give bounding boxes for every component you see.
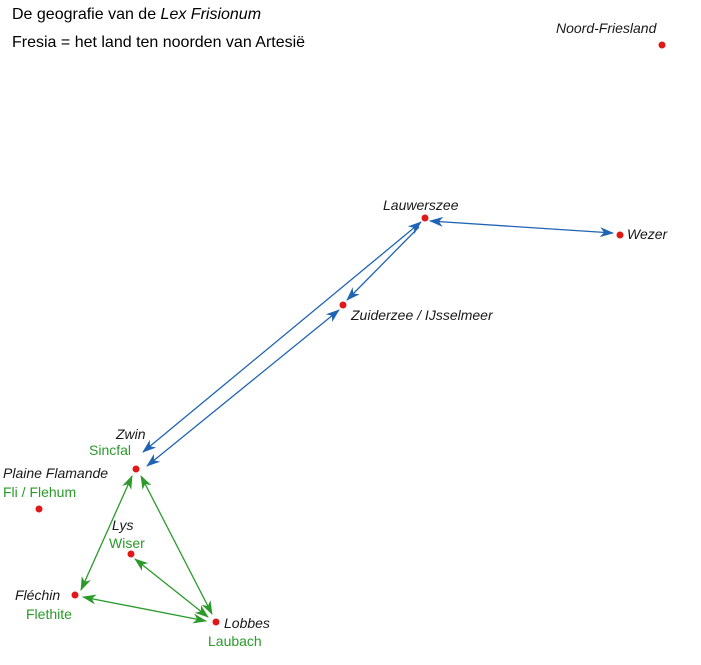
point-plaine-flamande [132, 465, 140, 473]
point-zuiderzee [339, 301, 347, 309]
label-wezer: Wezer [627, 226, 669, 242]
point-wezer [616, 231, 624, 239]
label-lys: Lys [112, 517, 134, 533]
route-lauwerszee-wezer [429, 216, 614, 238]
route-flechin-plaine [80, 475, 133, 591]
route-plaine-lobbes [140, 475, 213, 615]
map-title: De geografie van de Lex Frisionum [12, 6, 261, 24]
map-subtitle: Fresia = het land ten noorden van Artesi… [12, 34, 305, 52]
point-lys [127, 550, 135, 558]
label-flechin: Fléchin [15, 587, 60, 603]
title-prefix: De geografie van de [12, 6, 161, 23]
alt-label-plaine-flamande: Fli / Flehum [3, 484, 76, 500]
alt-label-flechin: Flethite [26, 606, 72, 622]
place-points [35, 41, 666, 626]
label-zuiderzee: Zuiderzee / IJsselmeer [350, 307, 494, 323]
alt-label-zwin: Sincfal [89, 442, 131, 458]
place-labels: Noord-Friesland Lauwerszee Wezer Zuiderz… [3, 20, 669, 631]
alt-label-lys: Wiser [109, 535, 145, 551]
title-italic: Lex Frisionum [160, 6, 262, 23]
route-lauwerszee-zwin [142, 221, 422, 453]
point-unlabeled [35, 505, 43, 513]
alt-label-lobbes: Laubach [208, 633, 262, 649]
point-lauwerszee [421, 214, 429, 222]
green-routes [80, 475, 213, 624]
route-zuiderzee-zwin [146, 309, 340, 467]
point-noord-friesland [658, 41, 666, 49]
route-flechin-lobbes [82, 594, 207, 624]
blue-routes [142, 216, 614, 467]
label-lauwerszee: Lauwerszee [383, 197, 459, 213]
subtitle-text: Fresia = het land ten noorden van Artesi… [12, 34, 306, 51]
label-noord-friesland: Noord-Friesland [556, 20, 658, 36]
route-lys-lobbes [134, 558, 209, 618]
label-zwin: Zwin [115, 426, 146, 442]
label-plaine-flamande: Plaine Flamande [3, 465, 108, 481]
point-flechin [71, 591, 79, 599]
point-lobbes [212, 618, 220, 626]
label-lobbes: Lobbes [224, 615, 270, 631]
route-lauwerszee-zuiderzee [346, 226, 420, 301]
alt-labels: Sincfal Fli / Flehum Wiser Flethite Laub… [3, 442, 262, 649]
